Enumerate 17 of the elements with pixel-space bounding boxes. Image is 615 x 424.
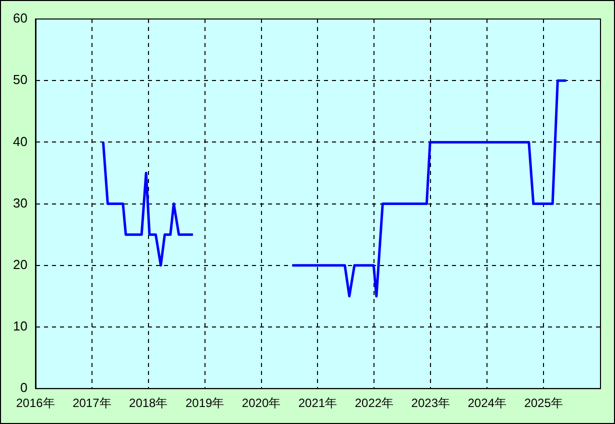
x-tick-label: 2025年 xyxy=(524,396,563,410)
y-tick-label: 30 xyxy=(12,195,28,210)
x-tick-label: 2024年 xyxy=(468,396,506,410)
y-tick-label: 10 xyxy=(12,318,28,334)
x-tick-label: 2016年 xyxy=(16,396,55,410)
y-tick-label: 0 xyxy=(20,380,28,396)
x-tick-label: 2021年 xyxy=(298,396,338,410)
x-tick-label: 2020年 xyxy=(242,396,281,410)
x-tick-label: 2023年 xyxy=(411,396,450,410)
y-tick-label: 20 xyxy=(12,256,28,272)
y-tick-label: 40 xyxy=(12,134,28,149)
y-tick-label: 50 xyxy=(12,72,28,88)
x-tick-label: 2017年 xyxy=(72,396,112,410)
y-tick-label: 60 xyxy=(12,10,28,26)
x-tick-label: 2022年 xyxy=(354,396,394,410)
x-tick-label: 2019年 xyxy=(185,396,224,410)
x-tick-label: 2018年 xyxy=(129,396,168,410)
